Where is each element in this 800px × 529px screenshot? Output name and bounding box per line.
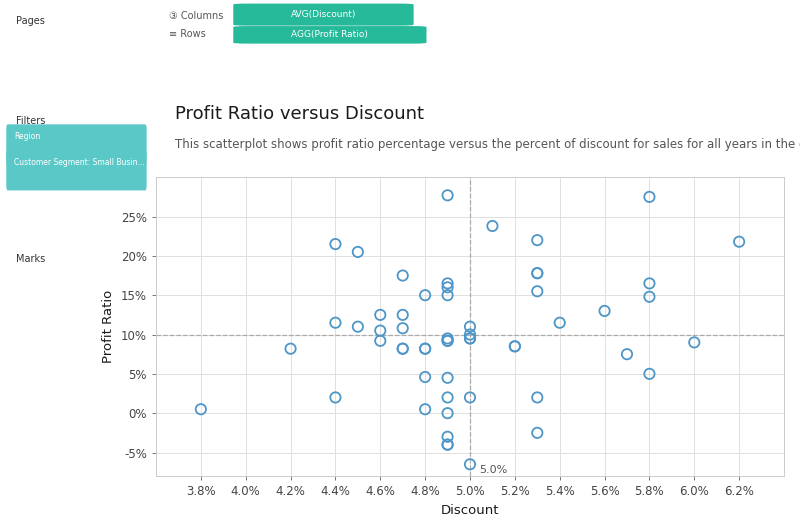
Point xyxy=(643,193,656,201)
Point xyxy=(396,324,409,332)
Point xyxy=(509,342,522,351)
Point xyxy=(464,334,477,343)
Point xyxy=(531,393,544,402)
Point xyxy=(396,344,409,353)
Point xyxy=(374,326,386,335)
Point xyxy=(396,344,409,353)
Text: Profit Ratio versus Discount: Profit Ratio versus Discount xyxy=(175,105,424,123)
Point xyxy=(329,318,342,327)
Point xyxy=(441,191,454,199)
Text: This scatterplot shows profit ratio percentage versus the percent of discount fo: This scatterplot shows profit ratio perc… xyxy=(175,138,800,151)
Point xyxy=(621,350,634,359)
Point xyxy=(441,334,454,343)
Point xyxy=(396,271,409,280)
Point xyxy=(643,370,656,378)
Point xyxy=(441,373,454,382)
Point xyxy=(441,393,454,402)
Point xyxy=(531,269,544,277)
Point xyxy=(441,441,454,449)
Point xyxy=(441,279,454,288)
Point xyxy=(441,291,454,299)
Text: AGG(Profit Ratio): AGG(Profit Ratio) xyxy=(291,30,368,39)
Point xyxy=(643,279,656,288)
Point xyxy=(598,307,611,315)
Point xyxy=(441,336,454,345)
Point xyxy=(418,405,431,414)
Point xyxy=(441,441,454,449)
Point xyxy=(464,460,477,469)
Point xyxy=(688,338,701,346)
Text: ③ Columns: ③ Columns xyxy=(169,11,223,21)
Text: Marks: Marks xyxy=(16,254,45,264)
Point xyxy=(643,293,656,301)
Point xyxy=(374,311,386,319)
Point xyxy=(733,238,746,246)
Text: 5.0%: 5.0% xyxy=(479,464,507,475)
Point xyxy=(531,428,544,437)
FancyBboxPatch shape xyxy=(6,124,146,164)
FancyBboxPatch shape xyxy=(234,4,414,25)
Point xyxy=(329,393,342,402)
Text: Customer Segment: Small Busin...: Customer Segment: Small Busin... xyxy=(14,158,145,168)
Point xyxy=(351,248,364,256)
Point xyxy=(284,344,297,353)
Point xyxy=(418,373,431,381)
Point xyxy=(464,322,477,331)
FancyBboxPatch shape xyxy=(6,151,146,190)
Point xyxy=(531,269,544,277)
Point xyxy=(441,283,454,291)
Point xyxy=(329,240,342,248)
Point xyxy=(374,336,386,345)
Point xyxy=(441,433,454,441)
Point xyxy=(486,222,499,230)
Text: Filters: Filters xyxy=(16,116,45,126)
Point xyxy=(464,393,477,402)
Point xyxy=(418,344,431,353)
X-axis label: Discount: Discount xyxy=(441,504,499,517)
Point xyxy=(441,336,454,345)
Point xyxy=(396,311,409,319)
Point xyxy=(509,342,522,351)
Text: Pages: Pages xyxy=(16,16,45,26)
Point xyxy=(418,291,431,299)
Point xyxy=(531,287,544,296)
Point xyxy=(464,330,477,339)
Point xyxy=(194,405,207,414)
Text: AVG(Discount): AVG(Discount) xyxy=(290,10,356,19)
Point xyxy=(441,409,454,417)
FancyBboxPatch shape xyxy=(234,26,426,43)
Point xyxy=(531,236,544,244)
Point xyxy=(464,334,477,343)
Point xyxy=(418,344,431,353)
Point xyxy=(351,322,364,331)
Text: ≡ Rows: ≡ Rows xyxy=(169,29,206,39)
Y-axis label: Profit Ratio: Profit Ratio xyxy=(102,290,115,363)
Text: Region: Region xyxy=(14,132,40,141)
Point xyxy=(554,318,566,327)
